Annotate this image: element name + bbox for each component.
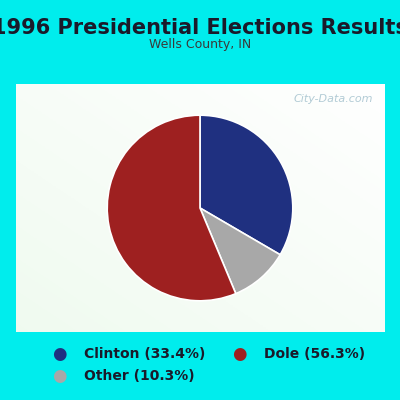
Text: ●: ● <box>52 345 66 363</box>
Text: City-Data.com: City-Data.com <box>294 94 373 104</box>
Text: ●: ● <box>232 345 246 363</box>
Text: Clinton (33.4%): Clinton (33.4%) <box>84 347 205 361</box>
Wedge shape <box>200 208 280 294</box>
Text: Wells County, IN: Wells County, IN <box>149 38 251 51</box>
Text: Dole (56.3%): Dole (56.3%) <box>264 347 365 361</box>
Text: ●: ● <box>52 367 66 385</box>
Wedge shape <box>107 115 236 301</box>
Text: 1996 Presidential Elections Results: 1996 Presidential Elections Results <box>0 18 400 38</box>
Text: Other (10.3%): Other (10.3%) <box>84 369 195 383</box>
Wedge shape <box>200 115 293 255</box>
